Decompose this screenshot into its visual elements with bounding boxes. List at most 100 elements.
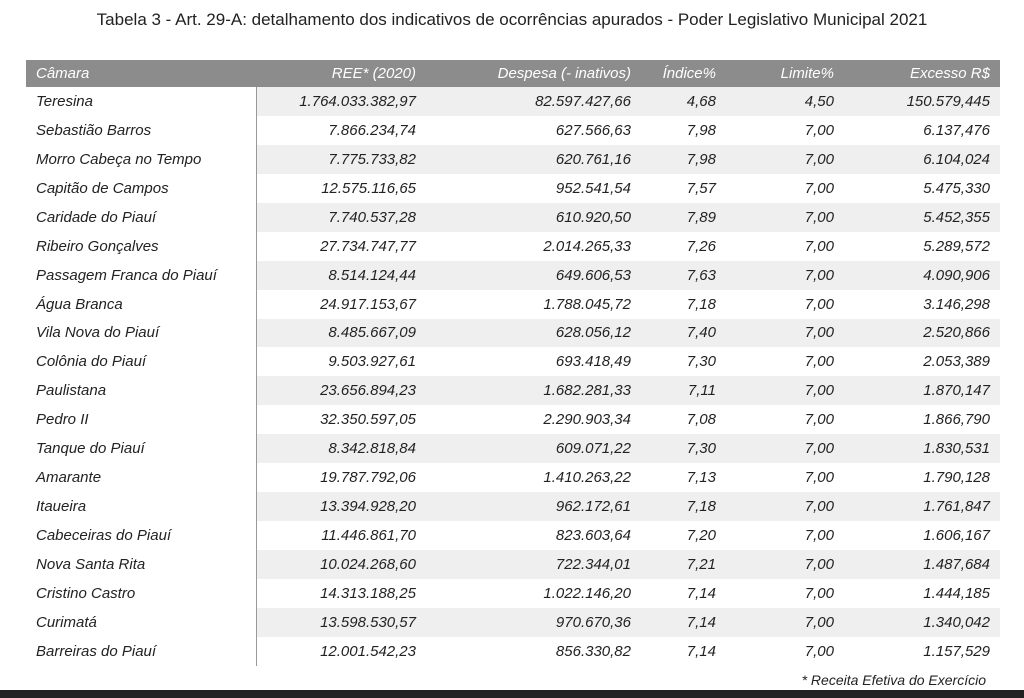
table-row: Barreiras do Piauí 12.001.542,23 856.330,8…: [26, 636, 1000, 666]
cell-ree: 11.446.861,70: [321, 527, 416, 545]
cell-despesa: 970.670,36: [426, 607, 641, 637]
cell-limite: 7,00: [726, 318, 844, 348]
cell-indice: 7,30: [686, 353, 716, 371]
cell-despesa: 1.788.045,72: [543, 295, 631, 313]
cell-excesso: 2.520,866: [844, 318, 1000, 348]
cell-ree: 19.787.792,06: [320, 469, 416, 487]
table-row: Cabeceiras do Piauí 11.446.861,70 823.603,…: [26, 521, 1000, 550]
cell-limite: 7,00: [726, 607, 844, 637]
cell-indice: 4,68: [641, 87, 726, 116]
cell-excesso: 5.452,355: [844, 202, 1000, 232]
cell-despesa: 610.920,50: [426, 202, 641, 232]
bottom-bar: [0, 690, 1024, 698]
cell-indice: 7,26: [686, 237, 716, 255]
cell-indice: 7,18: [686, 295, 716, 313]
cell-excesso: 1.870,147: [844, 376, 1000, 406]
cell-camara: Pedro II: [26, 405, 257, 435]
cell-despesa: 609.071,22: [426, 434, 641, 464]
cell-camara: Passagem Franca do Piauí: [26, 260, 257, 290]
table-row: Pedro II 32.350.597,05 2.290.903,34 7,08 7,0…: [26, 405, 1000, 435]
cell-indice: 7,14: [686, 642, 716, 660]
table-row: Ribeiro Gonçalves 27.734.747,77 2.014.265,…: [26, 231, 1000, 261]
col-despesa: Despesa (- inativos): [426, 60, 641, 87]
cell-despesa: 627.566,63: [555, 121, 631, 139]
cell-limite: 7,00: [726, 260, 844, 290]
cell-limite: 7,00: [726, 376, 844, 406]
cell-indice: 7,98: [641, 144, 726, 174]
table-row: Paulistana 23.656.894,23 1.682.281,33 7,11 7…: [26, 376, 1000, 406]
cell-ree: 14.313.188,25: [320, 584, 416, 602]
cell-despesa: 823.603,64: [555, 527, 631, 545]
cell-limite: 7,00: [726, 492, 844, 522]
table-row: Tanque do Piauí 8.342.818,84 609.071,22 7,3…: [26, 434, 1000, 464]
data-table: Câmara REE* (2020) Despesa (- inativos) …: [26, 60, 1000, 666]
cell-indice: 7,40: [641, 318, 726, 348]
cell-limite: 7,00: [804, 295, 834, 313]
cell-ree: 13.394.928,20: [256, 492, 426, 522]
cell-ree: 24.917.153,67: [320, 295, 416, 313]
cell-despesa: 82.597.427,66: [426, 87, 641, 116]
cell-excesso: 1.761,847: [844, 492, 1000, 522]
cell-limite: 7,00: [726, 202, 844, 232]
cell-indice: 7,20: [686, 527, 716, 545]
cell-camara: Itaueira: [26, 492, 257, 522]
table-row: Sebastião Barros 7.866.234,74 627.566,63 7,…: [26, 115, 1000, 145]
cell-excesso: 6.104,024: [844, 144, 1000, 174]
cell-indice: 7,57: [686, 179, 716, 197]
col-camara: Câmara: [26, 60, 256, 87]
cell-camara: Colônia do Piauí: [26, 347, 257, 377]
cell-limite: 7,00: [804, 527, 834, 545]
cell-despesa: 2.290.903,34: [543, 411, 631, 429]
cell-indice: 7,30: [641, 434, 726, 464]
cell-ree: 7.775.733,82: [256, 144, 426, 174]
header-row: Câmara REE* (2020) Despesa (- inativos) …: [26, 60, 1000, 87]
cell-ree: 1.764.033.382,97: [256, 87, 426, 116]
table-row: Caridade do Piauí 7.740.537,28 610.920,50 7…: [26, 202, 1000, 232]
cell-limite: 4,50: [726, 87, 844, 116]
cell-ree: 8.342.818,84: [256, 434, 426, 464]
cell-despesa: 620.761,16: [426, 144, 641, 174]
cell-despesa: 2.014.265,33: [543, 237, 631, 255]
cell-excesso: 1.487,684: [844, 550, 1000, 579]
cell-camara: Cristino Castro: [26, 578, 257, 608]
cell-indice: 7,18: [641, 492, 726, 522]
cell-despesa: 693.418,49: [555, 353, 631, 371]
cell-camara: Tanque do Piauí: [26, 434, 257, 464]
cell-excesso: 2.053,389: [923, 353, 990, 371]
cell-despesa: 649.606,53: [426, 260, 641, 290]
cell-despesa: 1.022.146,20: [543, 584, 631, 602]
cell-limite: 7,00: [804, 121, 834, 139]
cell-ree: 13.598.530,57: [256, 607, 426, 637]
cell-indice: 7,13: [686, 469, 716, 487]
table-title: Tabela 3 - Art. 29-A: detalhamento dos i…: [96, 10, 928, 29]
cell-despesa: 962.172,61: [426, 492, 641, 522]
cell-limite: 7,00: [726, 144, 844, 174]
cell-ree: 8.485.667,09: [256, 318, 426, 348]
table-row: Amarante 19.787.792,06 1.410.263,22 7,13 7,0…: [26, 463, 1000, 493]
col-limite: Limite%: [726, 60, 844, 87]
table-row: Cristino Castro 14.313.188,25 1.022.146,20…: [26, 578, 1000, 608]
cell-indice: 7,11: [641, 376, 726, 406]
cell-limite: 7,00: [804, 237, 834, 255]
table-row: Nova Santa Rita 10.024.268,60 722.344,01 7,…: [26, 550, 1000, 579]
table-row: Itaueira 13.394.928,20 962.172,61 7,18 7,00 1…: [26, 492, 1000, 522]
cell-indice: 7,14: [641, 607, 726, 637]
cell-ree: 10.024.268,60: [256, 550, 426, 579]
cell-excesso: 1.866,790: [923, 411, 990, 429]
cell-camara: Cabeceiras do Piauí: [26, 521, 257, 550]
col-indice: Índice%: [641, 60, 726, 87]
cell-excesso: 3.146,298: [923, 295, 990, 313]
table-row: Vila Nova do Piauí 8.485.667,09 628.056,12…: [26, 318, 1000, 348]
cell-ree: 9.503.927,61: [328, 353, 416, 371]
cell-excesso: 1.444,185: [923, 584, 990, 602]
col-excesso: Excesso R$: [844, 60, 1000, 87]
cell-camara: Barreiras do Piauí: [26, 636, 257, 666]
table-row: Teresina 1.764.033.382,97 82.597.427,66 4,6…: [26, 87, 1000, 116]
cell-camara: Paulistana: [26, 376, 257, 406]
cell-limite: 7,00: [804, 642, 834, 660]
cell-limite: 7,00: [804, 411, 834, 429]
cell-indice: 7,89: [641, 202, 726, 232]
cell-camara: Morro Cabeça no Tempo: [26, 144, 257, 174]
cell-indice: 7,14: [686, 584, 716, 602]
cell-ree: 8.514.124,44: [256, 260, 426, 290]
